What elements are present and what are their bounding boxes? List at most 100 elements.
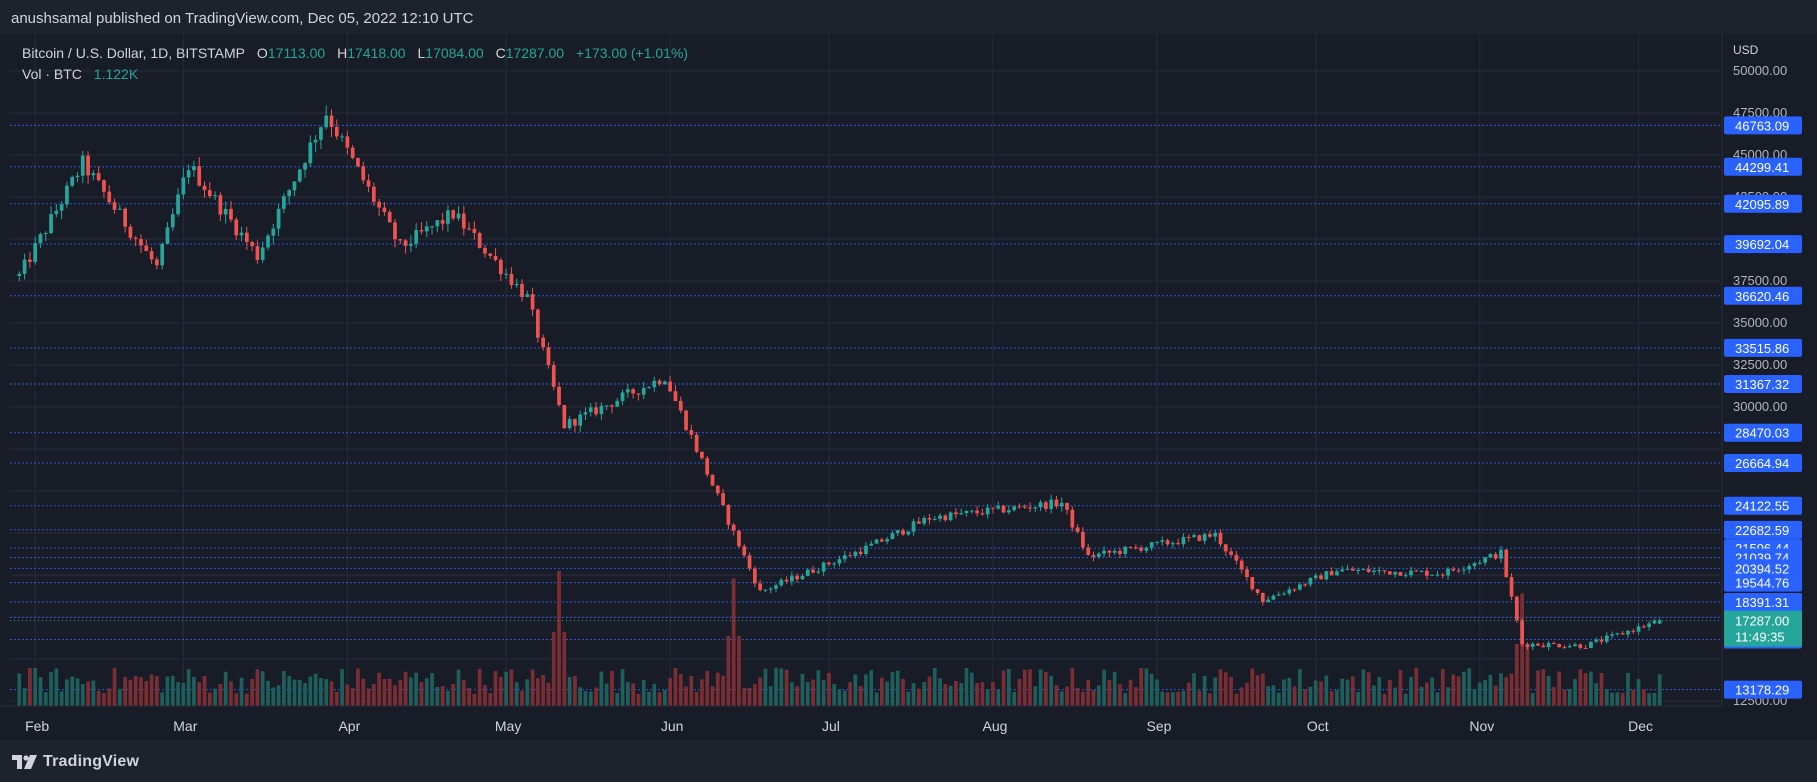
candle[interactable] [1123, 545, 1128, 558]
candle[interactable] [1086, 544, 1091, 556]
level-price-label[interactable]: 13178.29 [1724, 680, 1802, 699]
candle[interactable] [244, 226, 249, 251]
candle[interactable] [160, 242, 165, 270]
candle[interactable] [59, 200, 64, 220]
candle[interactable] [1006, 505, 1011, 515]
candle[interactable] [1149, 541, 1154, 551]
candle[interactable] [1171, 541, 1175, 549]
candle[interactable] [377, 198, 381, 217]
candle[interactable] [1049, 494, 1054, 514]
candle[interactable] [684, 409, 688, 432]
candle[interactable] [715, 485, 720, 497]
candle[interactable] [1350, 566, 1355, 571]
candle[interactable] [779, 577, 784, 588]
candle[interactable] [43, 231, 48, 242]
candle[interactable] [165, 221, 170, 245]
candle[interactable] [1218, 529, 1223, 547]
candle[interactable] [1186, 534, 1191, 542]
candle[interactable] [514, 278, 519, 288]
candle[interactable] [255, 240, 260, 264]
candle[interactable] [959, 508, 964, 516]
candle[interactable] [1488, 553, 1493, 559]
candle[interactable] [1128, 546, 1133, 549]
candle[interactable] [1382, 570, 1387, 574]
candle[interactable] [1372, 567, 1376, 576]
candle[interactable] [149, 247, 154, 264]
candle[interactable] [890, 530, 895, 540]
volume-label[interactable]: Vol · BTC [22, 66, 82, 82]
candle[interactable] [668, 375, 673, 392]
candle[interactable] [133, 235, 138, 247]
candle[interactable] [546, 342, 551, 369]
candle[interactable] [1604, 632, 1609, 644]
candle[interactable] [1229, 547, 1233, 557]
candle[interactable] [985, 504, 990, 519]
candle[interactable] [1133, 544, 1138, 550]
candle[interactable] [419, 222, 424, 235]
candle[interactable] [371, 182, 376, 206]
candle[interactable] [742, 544, 747, 558]
candle[interactable] [102, 179, 106, 199]
candle[interactable] [393, 218, 397, 248]
candle[interactable] [768, 586, 773, 594]
candle[interactable] [1313, 573, 1318, 581]
candle[interactable] [625, 383, 630, 398]
candle[interactable] [91, 170, 96, 181]
candle[interactable] [1033, 506, 1038, 513]
candle[interactable] [80, 151, 85, 184]
candle[interactable] [969, 509, 974, 514]
candle[interactable] [1546, 640, 1551, 651]
candle[interactable] [737, 530, 741, 549]
candle[interactable] [65, 181, 69, 209]
candle[interactable] [361, 161, 366, 184]
candle[interactable] [726, 503, 731, 530]
candle[interactable] [1192, 533, 1196, 539]
candle[interactable] [356, 157, 360, 168]
candle[interactable] [1059, 497, 1064, 512]
candle[interactable] [1054, 495, 1059, 509]
candle[interactable] [1001, 504, 1006, 514]
candle[interactable] [440, 212, 445, 231]
candle[interactable] [1144, 546, 1149, 554]
candle[interactable] [1345, 564, 1350, 570]
candle[interactable] [17, 271, 22, 282]
candle[interactable] [435, 219, 440, 233]
candle[interactable] [678, 396, 683, 414]
candle[interactable] [991, 507, 995, 514]
level-price-label[interactable]: 44299.41 [1724, 157, 1802, 176]
candle[interactable] [790, 571, 794, 586]
candle[interactable] [1483, 556, 1487, 566]
candle[interactable] [1552, 641, 1556, 645]
candle[interactable] [509, 267, 514, 289]
candle[interactable] [504, 268, 508, 280]
candle[interactable] [1102, 546, 1106, 558]
candle[interactable] [694, 431, 699, 454]
chart-area[interactable]: USD50000.0047500.0045000.0042500.0037500… [0, 34, 1817, 740]
candle[interactable] [1250, 577, 1255, 592]
candle[interactable] [827, 561, 831, 567]
candle[interactable] [821, 561, 826, 576]
candle[interactable] [186, 164, 191, 185]
candle[interactable] [345, 131, 350, 155]
candle[interactable] [1202, 532, 1207, 545]
symbol-title[interactable]: Bitcoin / U.S. Dollar, 1D, BITSTAMP [22, 45, 246, 61]
candle[interactable] [858, 547, 863, 557]
candle[interactable] [874, 538, 879, 544]
candle[interactable] [752, 566, 757, 588]
candle[interactable] [1091, 551, 1096, 562]
candle[interactable] [620, 389, 625, 406]
candle[interactable] [1647, 621, 1651, 631]
candle[interactable] [54, 203, 59, 218]
candle[interactable] [1234, 550, 1239, 565]
candle[interactable] [525, 290, 530, 298]
candle[interactable] [22, 253, 27, 280]
candle[interactable] [117, 204, 122, 211]
candle[interactable] [1520, 617, 1524, 647]
candle[interactable] [1266, 596, 1270, 603]
candle[interactable] [1012, 505, 1016, 512]
candle[interactable] [1620, 630, 1625, 635]
candle[interactable] [927, 513, 932, 525]
candle[interactable] [271, 223, 276, 245]
candle[interactable] [631, 387, 635, 399]
